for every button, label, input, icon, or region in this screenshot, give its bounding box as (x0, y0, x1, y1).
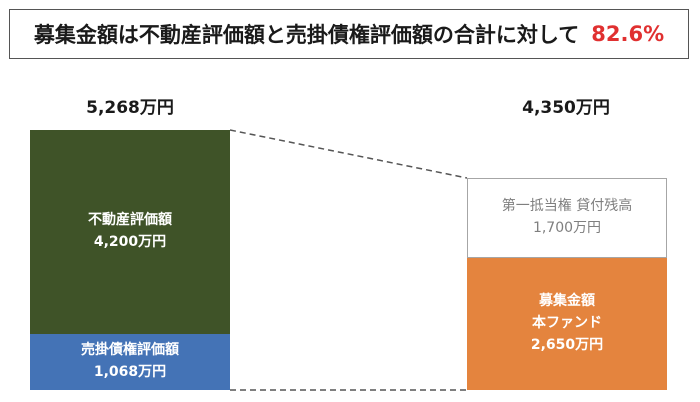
receivables-value-bar: 売掛債権評価額 1,068万円 (30, 334, 230, 390)
right-total-label: 4,350万円 (522, 98, 610, 118)
headline-ratio: 82.6% (591, 22, 665, 46)
real-estate-value: 4,200万円 (93, 234, 167, 250)
real-estate-label: 不動産評価額 (88, 212, 172, 229)
fund-raise-label: 募集金額 (539, 293, 595, 310)
headline-box: 募集金額は不動産評価額と売掛債権評価額の合計に対して 82.6% (9, 9, 689, 59)
first-mortgage-label: 第一抵当権 貸付残高 (501, 198, 633, 215)
real-estate-value-bar: 不動産評価額 4,200万円 (30, 130, 230, 334)
left-total-label: 5,268万円 (86, 98, 174, 118)
fund-raise-value: 2,650万円 (530, 336, 604, 353)
first-mortgage-value: 1,700万円 (532, 220, 602, 236)
receivables-label: 売掛債権評価額 (81, 342, 179, 359)
top-connector-line (229, 129, 468, 179)
receivables-value: 1,068万円 (93, 364, 167, 380)
headline-text: 募集金額は不動産評価額と売掛債権評価額の合計に対して (33, 23, 580, 47)
first-mortgage-loan-bar: 第一抵当権 貸付残高 1,700万円 (467, 178, 667, 258)
fund-raise-amount-bar: 募集金額 本ファンド 2,650万円 (467, 258, 667, 390)
fund-name-label: 本ファンド (532, 315, 602, 332)
